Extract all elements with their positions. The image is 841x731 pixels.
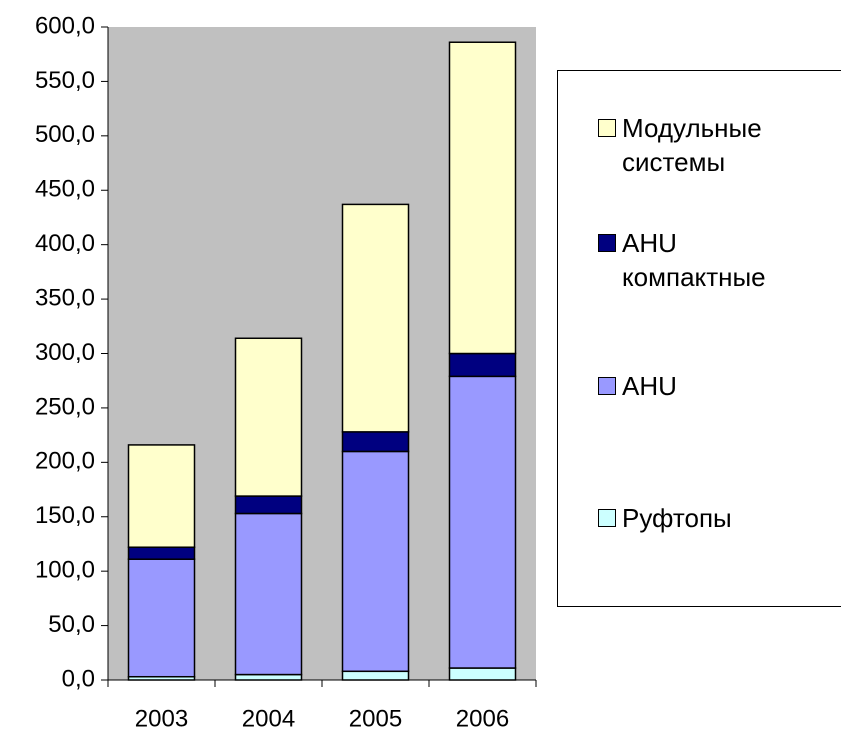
legend-item: Модульные системы	[598, 111, 822, 179]
y-tick-label: 100,0	[35, 557, 95, 584]
bar-segment	[234, 673, 303, 681]
bar-segment	[234, 337, 303, 497]
bar-segment	[341, 203, 410, 433]
bar-segment	[448, 352, 517, 378]
bar-segment	[448, 375, 517, 669]
bar-segment	[448, 667, 517, 681]
y-tick-label: 300,0	[35, 339, 95, 366]
legend-label: Модульные системы	[622, 113, 762, 177]
y-tick-label: 350,0	[35, 284, 95, 311]
bar-segment	[234, 495, 303, 515]
bar-segment	[234, 512, 303, 676]
bar-segment	[341, 431, 410, 453]
y-tick-label: 150,0	[35, 502, 95, 529]
bar-segment	[127, 558, 196, 678]
y-tick-label: 600,0	[35, 12, 95, 39]
legend-label: AHU компактные	[622, 228, 766, 292]
bar-segment	[341, 670, 410, 681]
bar-segment	[127, 546, 196, 560]
bar-segment	[127, 444, 196, 548]
y-tick-label: 200,0	[35, 448, 95, 475]
legend-item: AHU компактные	[598, 226, 822, 294]
legend-item: Руфтопы	[598, 501, 822, 535]
legend-item: AHU	[598, 369, 822, 403]
x-tick-label: 2006	[456, 705, 509, 731]
x-tick-label: 2005	[349, 705, 402, 731]
y-tick-label: 550,0	[35, 67, 95, 94]
y-tick-label: 500,0	[35, 121, 95, 148]
legend-swatch	[598, 234, 616, 252]
x-tick-label: 2003	[135, 705, 188, 731]
y-tick-label: 400,0	[35, 230, 95, 257]
y-tick-label: 50,0	[48, 611, 95, 638]
y-tick-label: 250,0	[35, 393, 95, 420]
legend-label: Руфтопы	[622, 503, 732, 533]
legend-swatch	[598, 377, 616, 395]
legend-swatch	[598, 119, 616, 137]
legend-label: AHU	[622, 371, 677, 401]
bar-segment	[341, 450, 410, 673]
y-tick-label: 0,0	[62, 665, 95, 692]
legend: Руфтопы AHU AHU компактные Модульные систем…	[557, 70, 841, 607]
bar-segment	[448, 41, 517, 355]
legend-swatch	[598, 509, 616, 527]
y-tick-label: 450,0	[35, 176, 95, 203]
x-tick-label: 2004	[242, 705, 295, 731]
